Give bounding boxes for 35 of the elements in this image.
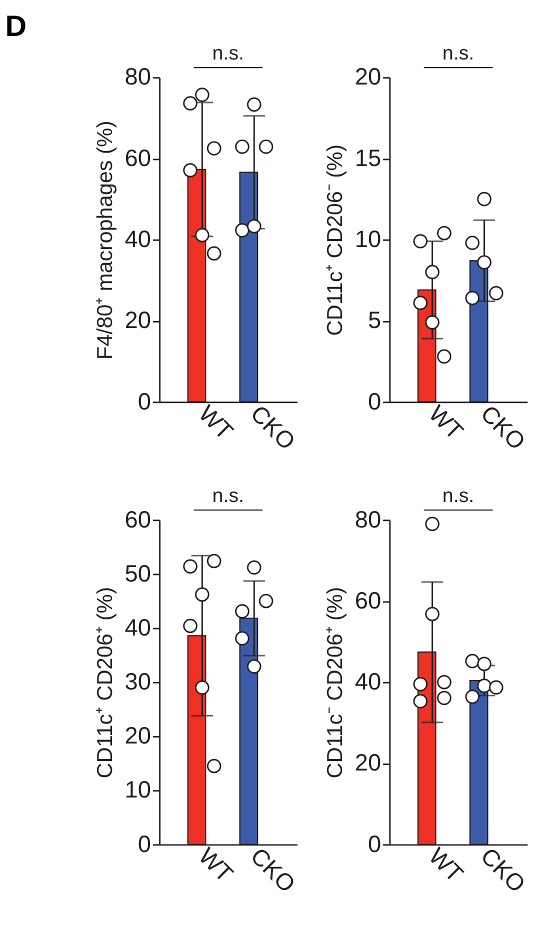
y-tick-label: 40 [124, 615, 151, 642]
y-tick-label: 20 [124, 724, 151, 750]
y-axis-title: F4/80⁺ macrophages (%) [92, 120, 117, 360]
y-tick-label: 40 [354, 670, 382, 696]
y-tick-label: 20 [354, 750, 382, 777]
y-tick-label: 60 [354, 588, 382, 614]
x-tick-label: WT [423, 400, 468, 446]
y-tick-label: 0 [138, 389, 151, 416]
x-tick-label: WT [193, 844, 238, 888]
y-tick-label: 40 [124, 227, 151, 254]
y-tick-label: 5 [368, 308, 382, 334]
text: n.s. [442, 485, 474, 508]
y-tick-label: 80 [124, 64, 151, 91]
y-tick-label: 0 [368, 389, 382, 416]
y-tick-label: 15 [354, 146, 382, 172]
y-tick-label: 50 [124, 561, 151, 588]
y-tick-label: 0 [368, 832, 382, 858]
y-tick-label: 30 [124, 670, 151, 696]
y-tick-label: 60 [124, 146, 151, 172]
y-axis-title: CD11c⁺ CD206⁺ (%) [92, 586, 117, 778]
y-tick-label: 10 [354, 227, 382, 254]
y-tick-label: 20 [124, 308, 151, 334]
y-tick-label: 20 [354, 64, 382, 91]
y-tick-label: 10 [124, 778, 151, 804]
y-axis-title: CD11c⁺ CD206⁻ (%) [322, 144, 348, 336]
y-tick-label: 60 [124, 507, 151, 534]
chart-title: D [5, 10, 27, 44]
x-tick-label: WT [193, 400, 238, 446]
y-axis-title: CD11c⁻ CD206⁺ (%) [322, 586, 348, 778]
text: n.s. [212, 42, 244, 65]
y-tick-label: 80 [354, 507, 382, 534]
text: n.s. [442, 42, 474, 65]
x-tick-label: WT [423, 844, 468, 888]
text: n.s. [212, 485, 244, 508]
y-tick-label: 0 [138, 832, 151, 858]
